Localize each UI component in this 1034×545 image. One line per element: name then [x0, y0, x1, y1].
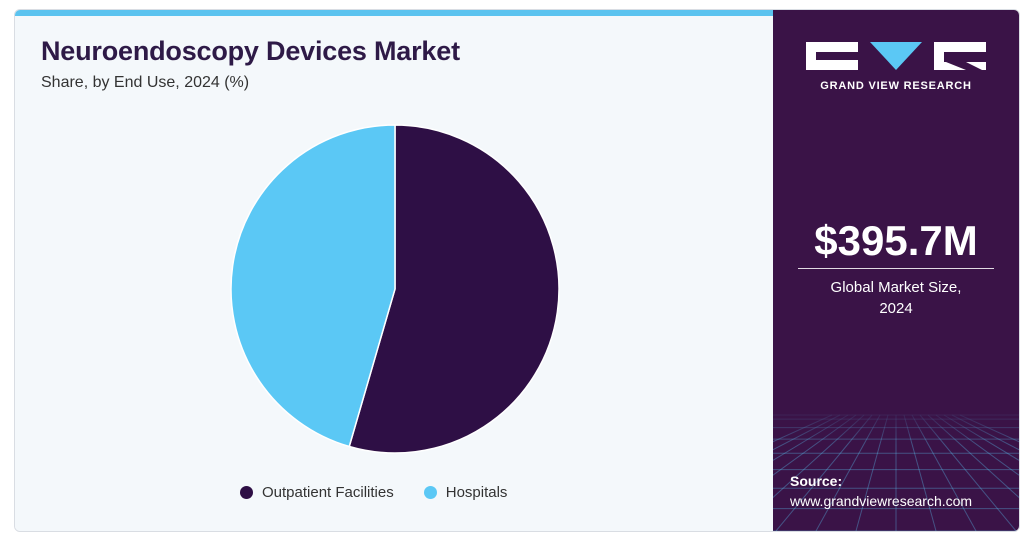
legend-item-hospitals: Hospitals [423, 484, 508, 501]
brand-logo: GRAND VIEW RESEARCH [806, 40, 986, 92]
accent-bar [15, 10, 773, 16]
source-link[interactable]: www.grandviewresearch.com [790, 493, 973, 509]
pie-slice-hospitals [230, 124, 396, 448]
chart-title: Neuroendoscopy Devices Market [41, 36, 460, 66]
legend-swatch-hospitals [423, 486, 437, 499]
chart-subtitle: Share, by End Use, 2024 (%) [41, 74, 250, 91]
pie-chart [230, 124, 560, 454]
chart-panel: Neuroendoscopy Devices Market Share, by … [15, 10, 773, 531]
market-size-label: Global Market Size, 2024 [773, 277, 1019, 319]
chart-legend: Outpatient Facilities Hospitals [240, 484, 537, 501]
decorative-grid [773, 405, 1019, 531]
infographic-card: Neuroendoscopy Devices Market Share, by … [14, 9, 1020, 532]
gvr-logo-icon [806, 42, 986, 70]
market-size-label-line1: Global Market Size, [830, 279, 962, 296]
legend-label-hospitals: Hospitals [445, 484, 508, 501]
market-size-value: $395.7M [814, 217, 978, 264]
summary-panel: GRAND VIEW RESEARCH $395.7M Global Marke… [773, 10, 1019, 531]
divider [798, 268, 994, 269]
pie-slice-outpatient-facilities [348, 124, 560, 454]
legend-label-outpatient: Outpatient Facilities [262, 484, 394, 501]
brand-name: GRAND VIEW RESEARCH [820, 80, 972, 92]
legend-swatch-outpatient [240, 486, 253, 499]
market-size-label-line2: 2024 [879, 300, 913, 317]
source-label: Source: [790, 473, 843, 489]
legend-item-outpatient: Outpatient Facilities [240, 484, 394, 501]
